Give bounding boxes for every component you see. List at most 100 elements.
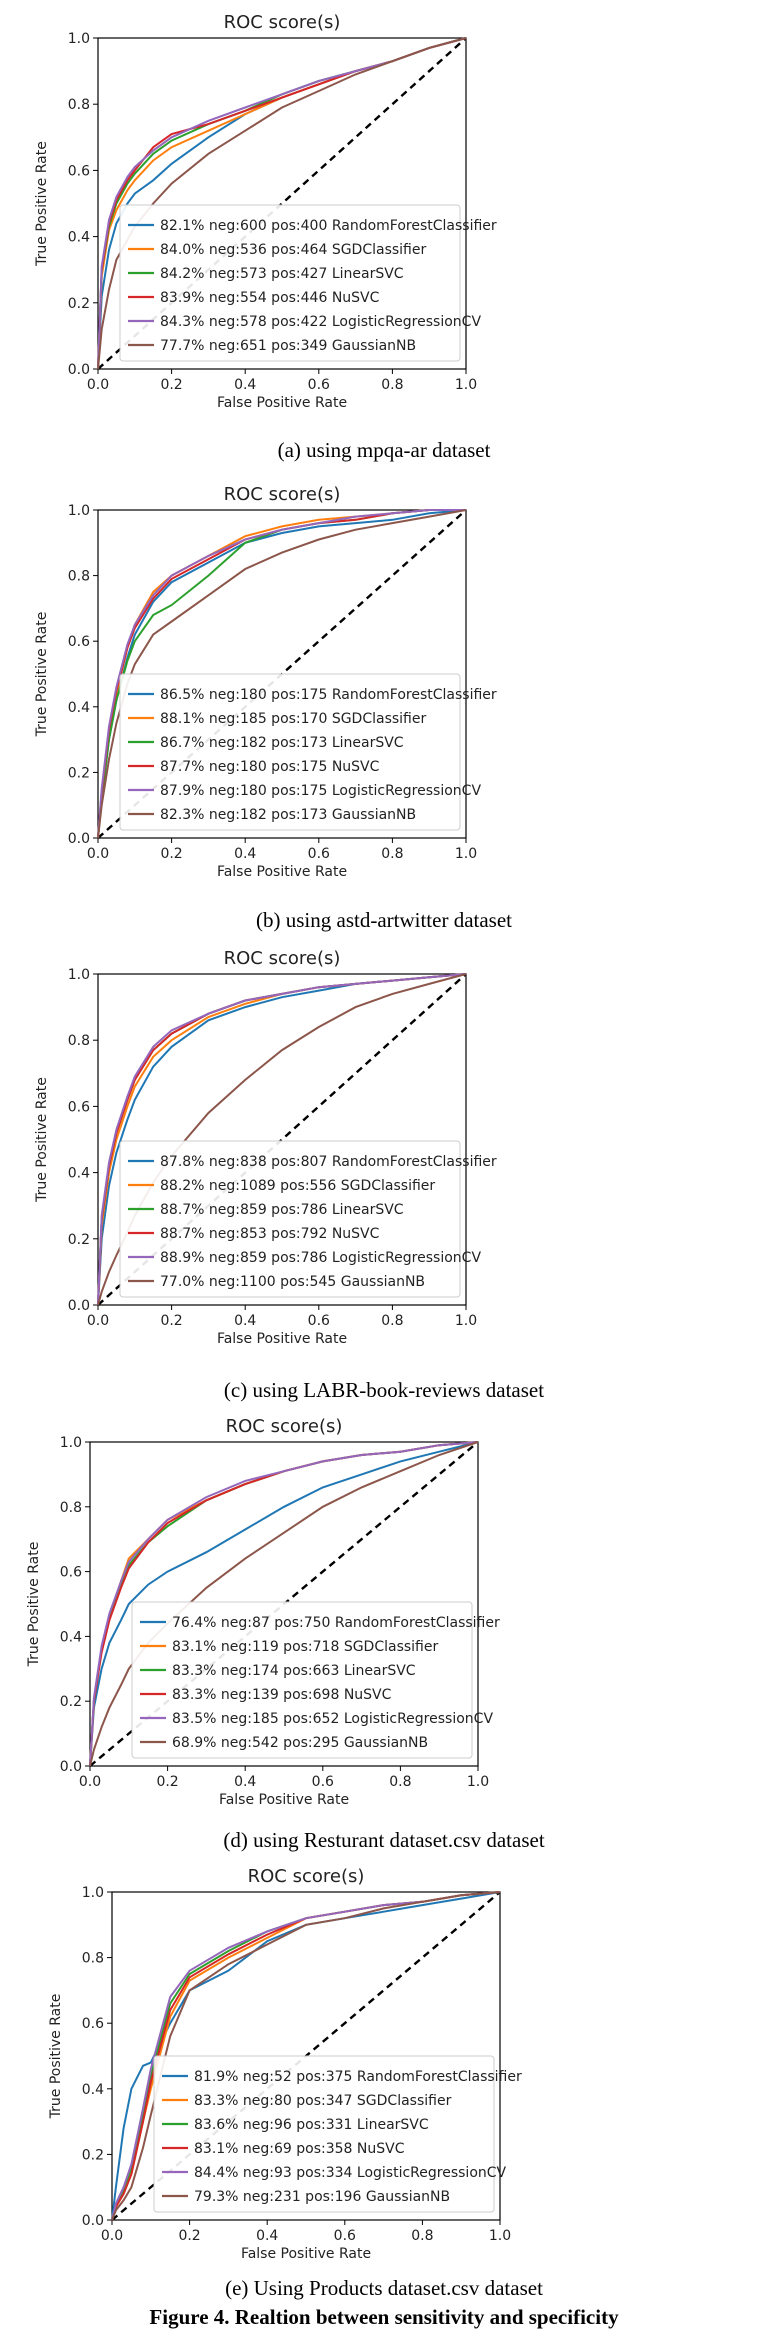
legend-label: 68.9% neg:542 pos:295 GaussianNB [172, 1735, 428, 1751]
y-tick-label: 0.0 [68, 831, 90, 847]
y-tick-label: 0.8 [68, 1033, 90, 1049]
y-tick-label: 0.2 [82, 2147, 104, 2163]
y-tick-label: 0.6 [68, 1099, 90, 1115]
x-tick-label: 1.0 [489, 2228, 511, 2244]
legend-label: 82.1% neg:600 pos:400 RandomForestClassi… [160, 218, 497, 234]
legend-label: 77.0% neg:1100 pos:545 GaussianNB [160, 1274, 425, 1290]
x-tick-label: 0.4 [234, 1313, 256, 1329]
legend-box [131, 1601, 473, 1759]
series-line-5 [111, 1891, 501, 2221]
legend-label: 83.3% neg:139 pos:698 NuSVC [172, 1687, 392, 1703]
chart-panel-d: ROC score(s) 0.0 0.2 0.4 0.6 0.8 1.0 0.0 0.2 0.4 0… [0, 1410, 768, 1860]
chance-diagonal-line [97, 37, 467, 370]
y-axis-label: True Positive Rate [34, 141, 50, 267]
legend-label: 88.1% neg:185 pos:170 SGDClassifier [160, 711, 426, 727]
chart-title: ROC score(s) [224, 948, 341, 969]
legend-label: 87.8% neg:838 pos:807 RandomForestClassi… [160, 1154, 497, 1170]
x-tick-label: 0.2 [178, 2228, 200, 2244]
caption-b: (b) using astd-artwitter dataset [256, 908, 512, 932]
chart-panel-e: ROC score(s) 0.0 0.2 0.4 0.6 0.8 1.0 0.0 0.2 0.4 0… [0, 1860, 768, 2305]
x-tick-label: 0.6 [308, 1313, 330, 1329]
y-tick-label: 1.0 [68, 967, 90, 983]
x-tick-label: 1.0 [467, 1774, 489, 1790]
x-tick-label: 0.2 [156, 1774, 178, 1790]
legend-label: 88.2% neg:1089 pos:556 SGDClassifier [160, 1178, 435, 1194]
y-axis-label: True Positive Rate [48, 1994, 64, 2120]
x-tick-label: 0.8 [381, 846, 403, 862]
y-tick-label: 0.0 [68, 362, 90, 378]
x-tick-label: 0.0 [87, 846, 109, 862]
y-tick-label: 0.0 [68, 1298, 90, 1314]
legend-label: 87.7% neg:180 pos:175 NuSVC [160, 759, 380, 775]
x-tick-label: 0.2 [160, 1313, 182, 1329]
legend-box [119, 204, 461, 362]
legend-label: 77.7% neg:651 pos:349 GaussianNB [160, 338, 416, 354]
figure-title: Figure 4. Realtion between sensitivity a… [149, 2305, 619, 2329]
series-line-1 [111, 1891, 501, 2221]
legend-label: 79.3% neg:231 pos:196 GaussianNB [194, 2189, 450, 2205]
chart-title: ROC score(s) [226, 1416, 343, 1437]
plot-frame [111, 1891, 501, 2221]
x-tick-label: 0.6 [308, 846, 330, 862]
series-line-5 [97, 973, 467, 1306]
series-line-6 [97, 509, 467, 839]
legend-label: 83.6% neg:96 pos:331 LinearSVC [194, 2117, 429, 2133]
roc-chart-e: ROC score(s) 0.0 0.2 0.4 0.6 0.8 1.0 0.0 0.2 0.4 0… [48, 1866, 522, 2262]
series-line-5 [97, 509, 466, 839]
x-tick-label: 0.4 [234, 846, 256, 862]
x-tick-label: 0.0 [87, 377, 109, 393]
chart-title: ROC score(s) [224, 484, 341, 505]
legend-box [153, 2055, 495, 2213]
x-axis-label: False Positive Rate [219, 1792, 349, 1808]
legend-box [119, 1140, 461, 1298]
chart-panel-a: ROC score(s) 0.0 0.2 0.4 0.6 0.8 1.0 0.0 0.2 0.4 0… [0, 0, 768, 470]
caption-d: (d) using Resturant dataset.csv dataset [223, 1828, 545, 1852]
x-axis-label: False Positive Rate [217, 1331, 347, 1347]
x-axis-label: False Positive Rate [217, 864, 347, 880]
y-tick-label: 1.0 [60, 1435, 82, 1451]
x-tick-label: 0.2 [160, 846, 182, 862]
chart-title: ROC score(s) [248, 1866, 365, 1887]
x-tick-label: 0.0 [101, 2228, 123, 2244]
x-tick-label: 0.0 [79, 1774, 101, 1790]
plot-frame [97, 509, 467, 839]
roc-chart-b: ROC score(s) 0.0 0.2 0.4 0.6 0.8 1.0 0.0 0.2 0.4 0… [34, 484, 497, 880]
y-tick-label: 1.0 [68, 503, 90, 519]
x-tick-label: 0.4 [256, 2228, 278, 2244]
caption-e: (e) Using Products dataset.csv dataset [225, 2276, 543, 2300]
series-line-6 [97, 37, 467, 370]
y-tick-label: 0.4 [82, 2082, 104, 2098]
legend-label: 88.7% neg:859 pos:786 LinearSVC [160, 1202, 404, 1218]
caption-a: (a) using mpqa-ar dataset [277, 438, 491, 462]
legend-label: 88.7% neg:853 pos:792 NuSVC [160, 1226, 380, 1242]
series-line-5 [89, 1441, 479, 1767]
roc-chart-d: ROC score(s) 0.0 0.2 0.4 0.6 0.8 1.0 0.0 0.2 0.4 0… [26, 1416, 500, 1808]
y-tick-label: 0.4 [60, 1629, 82, 1645]
chart-panel-c: ROC score(s) 0.0 0.2 0.4 0.6 0.8 1.0 0.0 0.2 0.4 0… [0, 940, 768, 1410]
y-axis-label: True Positive Rate [26, 1542, 42, 1668]
legend-label: 84.3% neg:578 pos:422 LogisticRegression… [160, 314, 481, 330]
roc-chart-c: ROC score(s) 0.0 0.2 0.4 0.6 0.8 1.0 0.0 0.2 0.4 0… [34, 948, 497, 1347]
legend-label: 83.5% neg:185 pos:652 LogisticRegression… [172, 1711, 493, 1727]
x-tick-label: 0.4 [234, 377, 256, 393]
x-tick-label: 0.0 [87, 1313, 109, 1329]
roc-chart-a: ROC score(s) 0.0 0.2 0.4 0.6 0.8 1.0 0.0 0.2 0.4 0… [34, 12, 497, 411]
legend-label: 84.4% neg:93 pos:334 LogisticRegressionC… [194, 2165, 507, 2181]
y-tick-label: 0.6 [68, 634, 90, 650]
legend-label: 84.0% neg:536 pos:464 SGDClassifier [160, 242, 426, 258]
y-tick-label: 0.0 [82, 2213, 104, 2229]
x-tick-label: 0.4 [234, 1774, 256, 1790]
y-tick-label: 0.0 [60, 1759, 82, 1775]
series-line-1 [89, 1441, 479, 1767]
legend-label: 88.9% neg:859 pos:786 LogisticRegression… [160, 1250, 481, 1266]
plot-frame [97, 37, 467, 370]
chance-diagonal-line [97, 973, 467, 1306]
caption-c: (c) using LABR-book-reviews dataset [223, 1378, 545, 1402]
y-tick-label: 0.4 [68, 1166, 90, 1182]
legend-label: 83.1% neg:69 pos:358 NuSVC [194, 2141, 405, 2157]
x-tick-label: 0.8 [381, 377, 403, 393]
legend-label: 86.5% neg:180 pos:175 RandomForestClassi… [160, 687, 497, 703]
legend-label: 84.2% neg:573 pos:427 LinearSVC [160, 266, 404, 282]
y-tick-label: 0.8 [68, 97, 90, 113]
